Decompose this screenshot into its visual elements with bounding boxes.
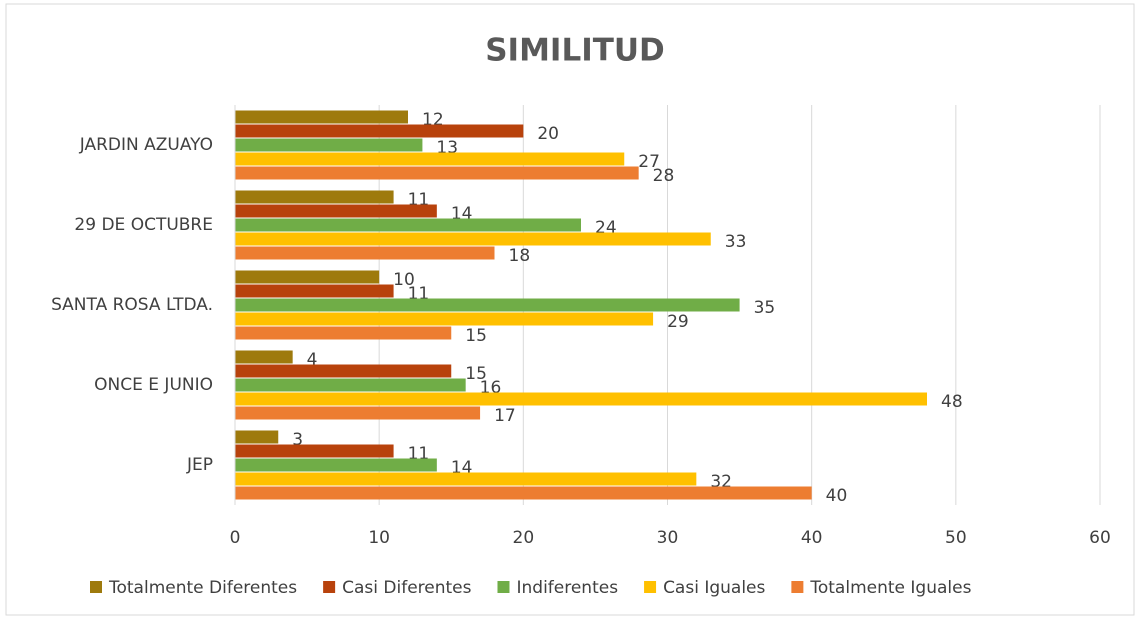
bar bbox=[235, 430, 279, 444]
bar bbox=[235, 472, 697, 486]
value-label: 10 bbox=[393, 270, 415, 290]
y-tick-label: JARDIN AZUAYO bbox=[79, 135, 213, 155]
value-label: 20 bbox=[537, 124, 559, 144]
bar bbox=[235, 326, 452, 340]
bar bbox=[235, 190, 394, 204]
bar bbox=[235, 486, 812, 500]
legend-marker bbox=[323, 581, 336, 593]
bar bbox=[235, 204, 437, 218]
value-label: 18 bbox=[509, 246, 531, 266]
bar bbox=[235, 232, 711, 246]
value-label: 33 bbox=[725, 232, 747, 252]
x-tick-label: 0 bbox=[230, 528, 241, 548]
x-tick-label: 10 bbox=[368, 528, 390, 548]
legend-label: Totalmente Diferentes bbox=[108, 578, 297, 598]
bar bbox=[235, 364, 452, 378]
value-label: 28 bbox=[653, 166, 675, 186]
y-tick-label: JEP bbox=[186, 455, 213, 475]
bar bbox=[235, 458, 437, 472]
x-tick-label: 20 bbox=[513, 528, 535, 548]
bar bbox=[235, 444, 394, 458]
bar bbox=[235, 246, 495, 260]
y-tick-label: 29 DE OCTUBRE bbox=[74, 215, 213, 235]
chart-title: SIMILITUD bbox=[485, 33, 665, 69]
bar bbox=[235, 298, 740, 312]
value-label: 3 bbox=[292, 430, 303, 450]
value-label: 48 bbox=[941, 392, 963, 412]
value-label: 27 bbox=[638, 152, 660, 172]
legend-label: Casi Iguales bbox=[663, 578, 765, 598]
value-label: 29 bbox=[667, 312, 689, 332]
bar bbox=[235, 270, 380, 284]
bar bbox=[235, 124, 524, 138]
x-tick-label: 50 bbox=[945, 528, 967, 548]
value-label: 15 bbox=[465, 364, 487, 384]
legend-label: Indiferentes bbox=[516, 578, 618, 598]
bar bbox=[235, 312, 654, 326]
y-tick-label: ONCE E JUNIO bbox=[94, 375, 213, 395]
bar bbox=[235, 406, 481, 420]
bar bbox=[235, 166, 639, 180]
bar bbox=[235, 350, 293, 364]
legend-marker bbox=[791, 581, 804, 593]
legend-label: Casi Diferentes bbox=[342, 578, 472, 598]
x-tick-label: 40 bbox=[801, 528, 823, 548]
bar bbox=[235, 392, 927, 406]
bar bbox=[235, 284, 394, 298]
x-tick-label: 30 bbox=[657, 528, 679, 548]
value-label: 40 bbox=[826, 486, 848, 506]
legend-marker bbox=[497, 581, 510, 593]
y-tick-label: SANTA ROSA LTDA. bbox=[51, 295, 213, 315]
x-tick-label: 60 bbox=[1089, 528, 1111, 548]
value-label: 15 bbox=[465, 326, 487, 346]
legend-marker bbox=[90, 581, 102, 593]
bar bbox=[235, 110, 408, 124]
legend-marker bbox=[644, 581, 657, 593]
bar bbox=[235, 138, 423, 152]
bar bbox=[235, 218, 581, 232]
value-label: 4 bbox=[307, 350, 318, 370]
bar bbox=[235, 152, 625, 166]
legend-label: Totalmente Iguales bbox=[809, 578, 971, 598]
value-label: 35 bbox=[754, 298, 776, 318]
bar bbox=[235, 378, 466, 392]
value-label: 17 bbox=[494, 406, 516, 426]
